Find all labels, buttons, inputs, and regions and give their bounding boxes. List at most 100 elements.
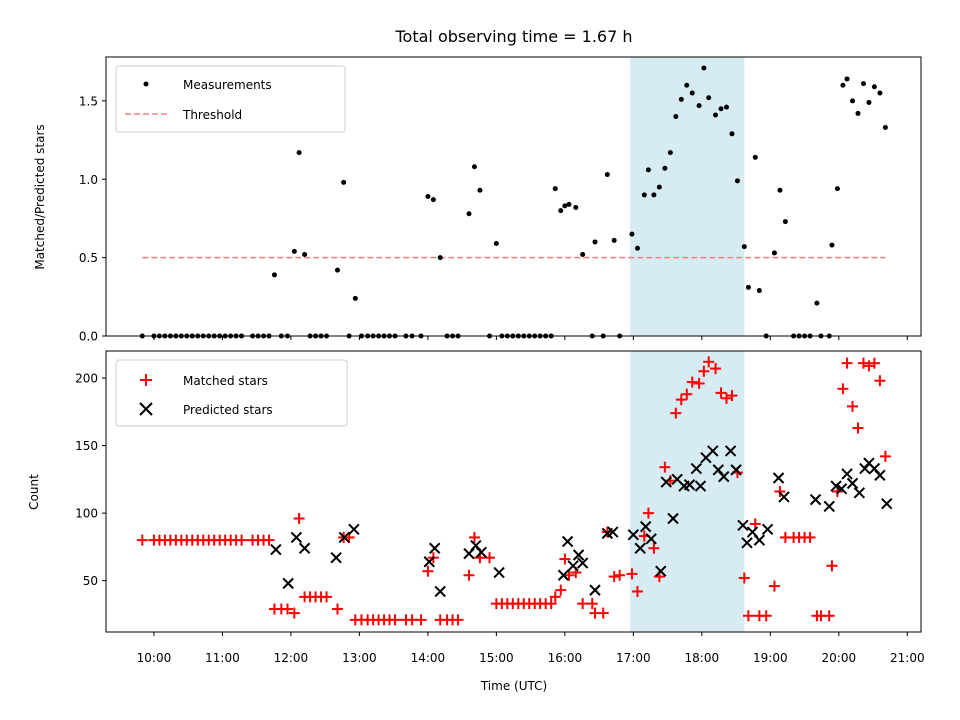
ratio-panel: 0.0 0.5 1.0 1.5 Matched/Predicted stars Mea… — [33, 56, 922, 344]
matched-star-point — [760, 610, 772, 622]
measurement-point — [562, 203, 568, 209]
matched-star-point — [868, 357, 880, 369]
matched-star-point — [703, 356, 715, 368]
matched-star-point — [389, 614, 401, 626]
measurement-point — [466, 211, 472, 217]
measurement-point — [706, 95, 712, 101]
matched-star-point — [715, 387, 727, 399]
measurement-point — [552, 186, 558, 192]
measurement-point — [871, 84, 877, 90]
measurement-point — [756, 288, 762, 294]
matched-star-point — [263, 534, 275, 546]
measurement-point — [341, 179, 347, 185]
x-tick-label: 17:00 — [616, 651, 651, 665]
matched-star-point — [136, 534, 148, 546]
measurement-point — [580, 251, 586, 257]
measurement-point — [771, 250, 777, 256]
ratio-y-tick-label: 0.5 — [79, 251, 98, 265]
x-tick-label: 13:00 — [342, 651, 377, 665]
matched-star-point — [236, 534, 248, 546]
measurement-point — [882, 125, 888, 131]
matched-star-point — [826, 560, 838, 572]
matched-star-point — [698, 365, 710, 377]
matched-star-point — [768, 580, 780, 592]
measurement-point — [752, 154, 758, 160]
predicted-star-point — [660, 476, 672, 488]
predicted-star-point — [567, 560, 579, 572]
predicted-star-point — [572, 549, 585, 561]
measurement-point — [604, 172, 610, 178]
legend-matched-marker — [140, 374, 152, 386]
measurement-point — [493, 241, 499, 247]
ratio-highlight-span — [629, 57, 745, 336]
measurement-point — [352, 295, 358, 301]
predicted-star-point — [429, 542, 441, 554]
counts-legend-box — [115, 359, 348, 427]
predicted-star-point — [561, 535, 574, 548]
predicted-star-point — [761, 523, 774, 536]
measurement-point — [558, 208, 564, 214]
measurement-point — [662, 165, 668, 171]
predicted-star-point — [434, 585, 446, 598]
matched-star-point — [681, 388, 693, 400]
predicted-star-point — [846, 477, 859, 490]
measurement-point — [866, 99, 872, 105]
predicted-star-point — [694, 480, 707, 492]
x-tick-label: 16:00 — [548, 651, 583, 665]
measurement-point — [667, 150, 673, 156]
matched-star-point — [823, 610, 835, 622]
predicted-star-point — [753, 534, 766, 546]
predicted-star-point — [718, 470, 730, 483]
predicted-star-point — [338, 531, 351, 544]
predicted-star-point — [645, 533, 657, 545]
matched-star-point — [749, 518, 761, 530]
x-axis-label: Time (UTC) — [480, 679, 547, 693]
measurement-point — [696, 103, 702, 109]
measurement-point — [777, 187, 783, 193]
matched-star-point — [852, 422, 864, 434]
measurement-point — [430, 197, 436, 203]
measurement-point — [592, 239, 598, 245]
matched-star-point — [857, 357, 869, 369]
chart-title: Total observing time = 1.67 h — [394, 27, 632, 46]
matched-star-point — [288, 607, 300, 619]
matched-star-point — [586, 598, 598, 610]
measurement-point — [566, 201, 572, 207]
measurement-point — [425, 194, 431, 199]
measurement-point — [850, 98, 856, 104]
predicted-star-point — [627, 529, 640, 541]
predicted-star-point — [690, 462, 703, 475]
measurement-point — [645, 167, 651, 173]
matched-star-point — [726, 390, 738, 402]
measurement-point — [844, 76, 850, 82]
measurement-point — [877, 90, 883, 96]
measurement-point — [734, 178, 740, 184]
x-tick-label: 19:00 — [753, 651, 788, 665]
predicted-star-point — [835, 483, 848, 495]
x-tick-label: 18:00 — [685, 651, 720, 665]
counts-panel: 50 100 150 200 10:00 11:00 12:00 13:00 14:00 15:… — [27, 350, 925, 693]
matched-star-point — [670, 407, 682, 419]
predicted-star-point — [475, 546, 488, 559]
matched-star-point — [281, 603, 293, 615]
x-tick-label: 20:00 — [822, 651, 857, 665]
predicted-star-point — [730, 464, 742, 476]
ratio-y-tick-label: 0.0 — [79, 330, 98, 344]
measurement-point — [271, 272, 277, 278]
matched-star-point — [631, 585, 643, 597]
measurement-point — [471, 164, 477, 170]
matched-star-point — [452, 614, 464, 626]
measurement-point — [782, 219, 788, 225]
measurement-point — [814, 300, 820, 306]
matched-star-point — [675, 394, 687, 406]
predicted-star-point — [634, 542, 646, 554]
measurement-point — [745, 284, 751, 290]
predicted-star-point — [778, 491, 790, 503]
counts-plot-frame — [105, 350, 922, 633]
matched-star-point — [626, 568, 638, 580]
predicted-star-point — [809, 493, 822, 506]
measurement-point — [302, 251, 308, 257]
matched-star-point — [559, 553, 571, 565]
x-tick-label: 10:00 — [137, 651, 172, 665]
